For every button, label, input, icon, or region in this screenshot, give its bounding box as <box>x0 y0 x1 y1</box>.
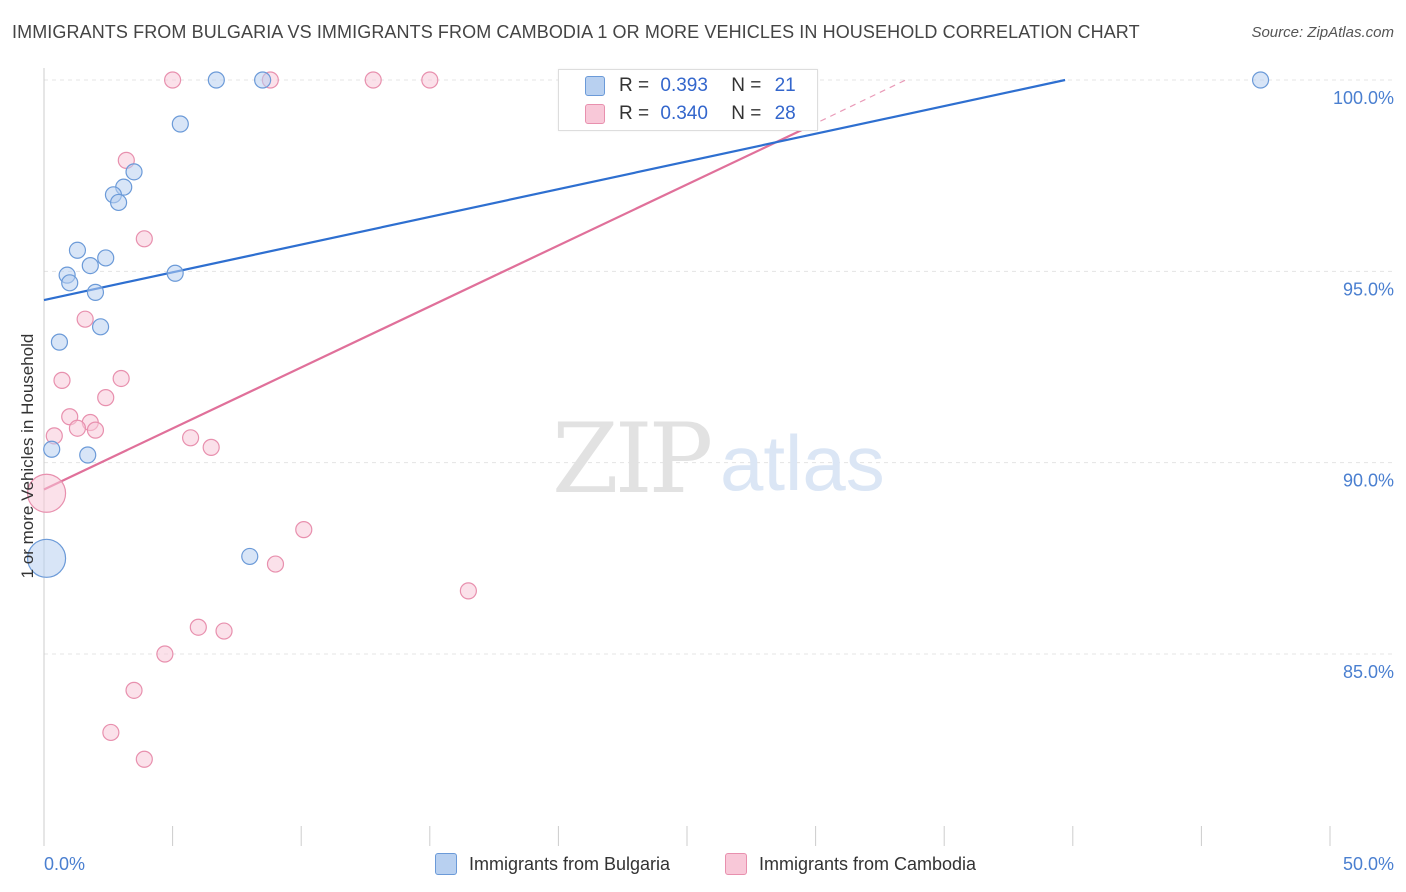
trend-line-cambodia <box>43 124 811 491</box>
point-bulgaria <box>125 163 143 181</box>
point-cambodia <box>421 71 439 89</box>
point-cambodia <box>156 645 174 663</box>
point-bulgaria <box>109 193 128 212</box>
point-cambodia <box>182 429 200 447</box>
point-cambodia <box>364 71 382 89</box>
y-tick-label: 100.0% <box>1333 88 1394 108</box>
tick-labels: 100.0% 95.0% 90.0% 85.0% 0.0% 50.0% <box>44 88 1394 874</box>
point-bulgaria <box>91 318 110 336</box>
legend-r-label: R = <box>619 103 650 124</box>
point-cambodia <box>97 389 115 407</box>
legend-swatch-cambodia <box>585 104 605 124</box>
point-cambodia <box>189 618 207 636</box>
point-bulgaria <box>97 249 115 267</box>
data-points <box>26 71 1270 768</box>
legend-n-value-bulgaria: 21 <box>774 75 796 96</box>
axes <box>43 68 1331 846</box>
point-cambodia <box>86 421 105 439</box>
point-cambodia <box>164 71 182 89</box>
watermark-zip: ZIP <box>552 403 711 515</box>
point-cambodia <box>202 438 220 456</box>
bottom-legend-swatch-bulgaria <box>435 853 457 875</box>
point-bulgaria <box>241 547 259 566</box>
y-tick-label: 90.0% <box>1343 471 1394 491</box>
point-cambodia <box>68 419 87 437</box>
trend-line-bulgaria <box>43 78 1066 302</box>
bottom-legend-bulgaria: Immigrants from Bulgaria <box>435 852 670 876</box>
legend-r-value-bulgaria: 0.393 <box>660 75 708 96</box>
point-bulgaria <box>79 446 97 464</box>
x-tick-label-min: 0.0% <box>44 854 85 874</box>
point-cambodia <box>26 473 67 513</box>
point-cambodia <box>53 371 71 389</box>
point-cambodia <box>125 681 143 699</box>
bottom-legend-label-cambodia: Immigrants from Cambodia <box>759 853 977 874</box>
point-bulgaria <box>43 440 61 458</box>
point-bulgaria <box>61 274 79 292</box>
point-bulgaria <box>207 71 225 89</box>
legend-swatch-bulgaria <box>585 76 605 96</box>
point-cambodia <box>135 750 153 768</box>
legend-r-value-cambodia: 0.340 <box>660 103 708 124</box>
gridlines <box>44 79 1394 655</box>
point-cambodia <box>135 230 153 248</box>
point-bulgaria <box>50 333 69 351</box>
trend-lines <box>43 78 1066 491</box>
point-bulgaria <box>166 264 184 282</box>
source-label: Source: ZipAtlas.com <box>1251 24 1394 41</box>
point-cambodia <box>102 723 120 742</box>
trend-line-cambodia-extension <box>810 79 906 127</box>
bottom-legend-label-bulgaria: Immigrants from Bulgaria <box>469 853 671 874</box>
bottom-legend-cambodia: Immigrants from Cambodia <box>725 852 976 876</box>
point-bulgaria <box>26 538 67 578</box>
chart-title: IMMIGRANTS FROM BULGARIA VS IMMIGRANTS F… <box>12 22 1140 42</box>
legend-n-label: N = <box>731 103 762 124</box>
point-cambodia <box>295 521 313 539</box>
point-bulgaria <box>81 256 99 275</box>
point-cambodia <box>459 582 477 600</box>
y-axis-label: 1 or more Vehicles in Household <box>18 334 37 579</box>
point-bulgaria <box>1251 71 1270 89</box>
y-tick-label: 95.0% <box>1343 279 1394 299</box>
legend-n-label: N = <box>731 75 762 96</box>
legend-n-value-cambodia: 28 <box>774 103 796 124</box>
point-cambodia <box>266 555 285 573</box>
point-cambodia <box>76 310 94 328</box>
point-cambodia <box>112 369 130 388</box>
watermark-atlas: atlas <box>720 419 885 507</box>
stats-legend: R = 0.393 N = 21 R = 0.340 N = 28 <box>558 69 818 131</box>
point-bulgaria <box>171 115 189 133</box>
point-cambodia <box>215 622 233 640</box>
point-bulgaria <box>68 241 87 259</box>
watermark: ZIP atlas <box>552 403 885 515</box>
point-bulgaria <box>254 71 272 89</box>
y-tick-label: 85.0% <box>1343 662 1394 682</box>
bottom-legend-swatch-cambodia <box>725 853 747 875</box>
point-bulgaria <box>86 283 105 301</box>
x-tick-label-max: 50.0% <box>1343 854 1394 874</box>
legend-r-label: R = <box>619 75 650 96</box>
